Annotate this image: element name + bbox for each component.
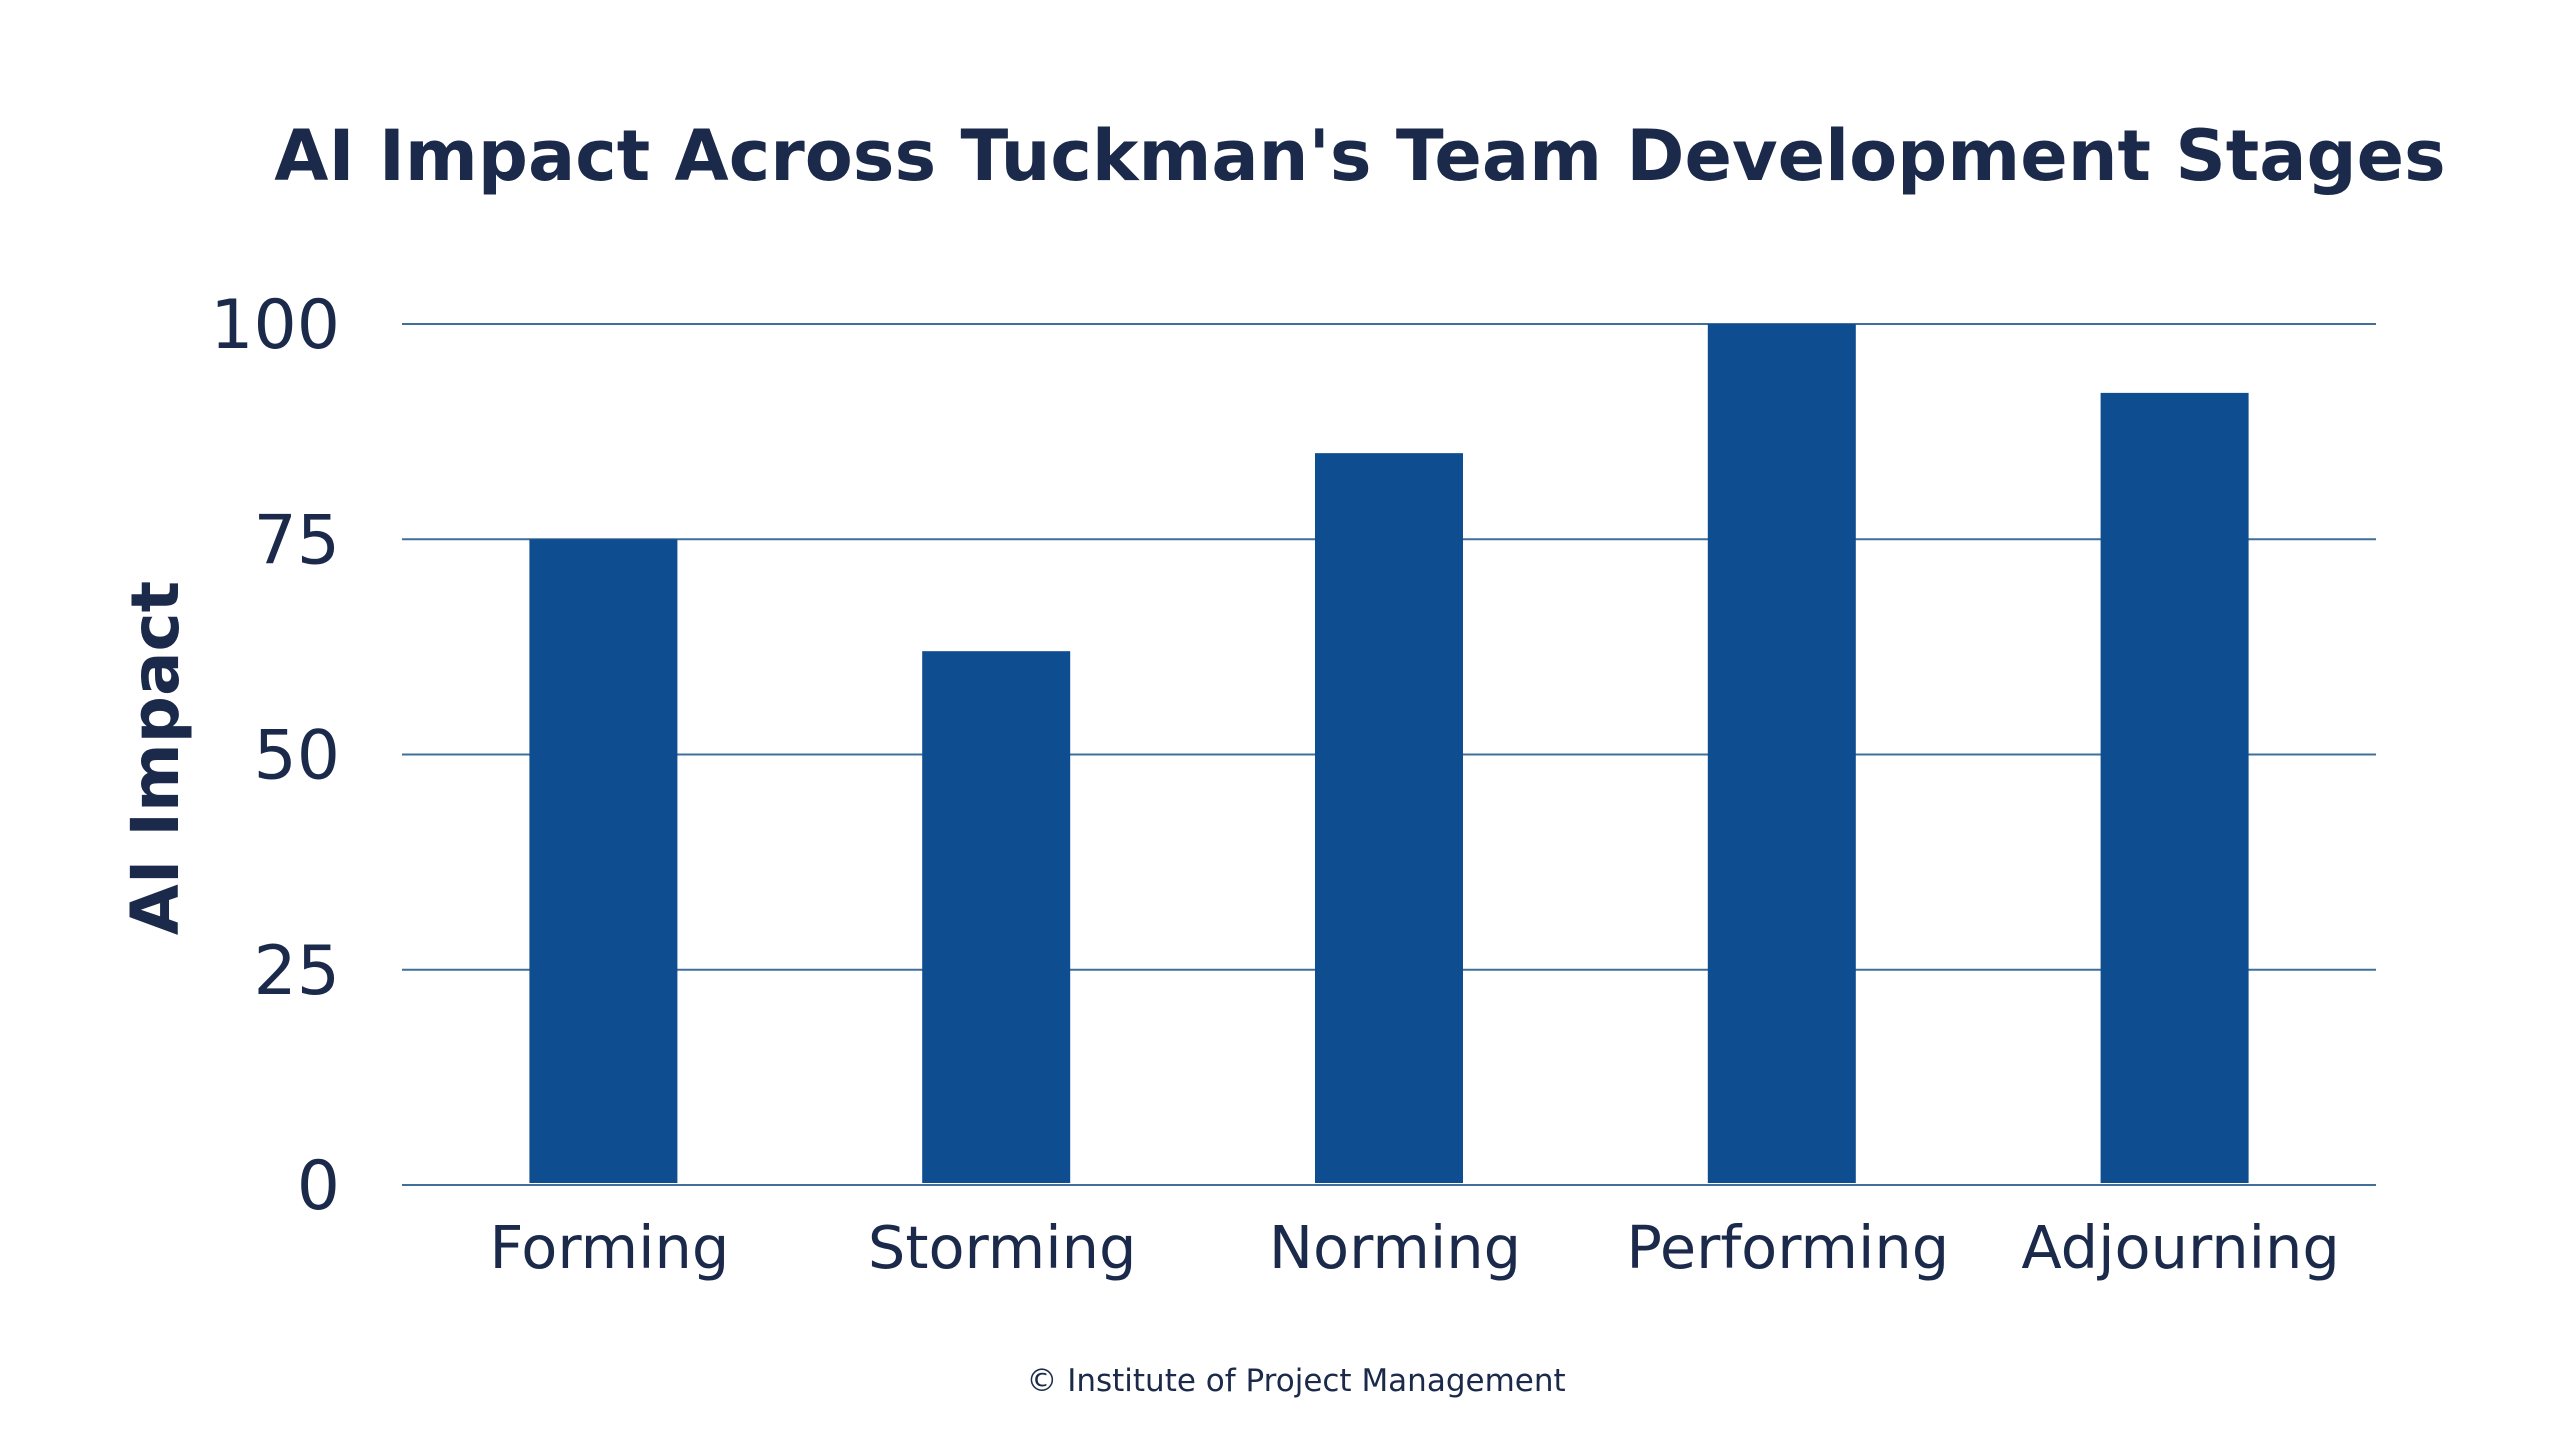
- x-tick-label: Norming: [1269, 1213, 1521, 1282]
- y-tick-label: 25: [253, 932, 340, 1011]
- y-tick-label: 0: [297, 1147, 340, 1226]
- x-tick-label: Performing: [1626, 1213, 1949, 1282]
- x-tick-label: Storming: [868, 1213, 1137, 1282]
- y-tick-label: 100: [210, 286, 340, 365]
- y-axis-label: AI Impact: [117, 581, 194, 935]
- bar-norming: [1315, 453, 1463, 1183]
- y-tick-label: 75: [253, 501, 340, 580]
- chart-title: AI Impact Across Tuckman's Team Developm…: [274, 115, 2445, 197]
- copyright-footer: © Institute of Project Management: [1026, 1363, 1565, 1399]
- y-tick-labels: 0 25 50 75 100: [210, 286, 340, 1226]
- x-tick-label: Adjourning: [2021, 1213, 2340, 1282]
- bar-performing: [1707, 324, 1856, 1183]
- bars: [529, 324, 2249, 1183]
- y-tick-label: 50: [253, 717, 340, 796]
- bar-forming: [529, 539, 678, 1183]
- bar-storming: [922, 651, 1071, 1183]
- x-tick-labels: Forming Storming Norming Performing Adjourni…: [489, 1213, 2339, 1282]
- bar-adjourning: [2100, 392, 2249, 1183]
- x-tick-label: Forming: [489, 1213, 729, 1282]
